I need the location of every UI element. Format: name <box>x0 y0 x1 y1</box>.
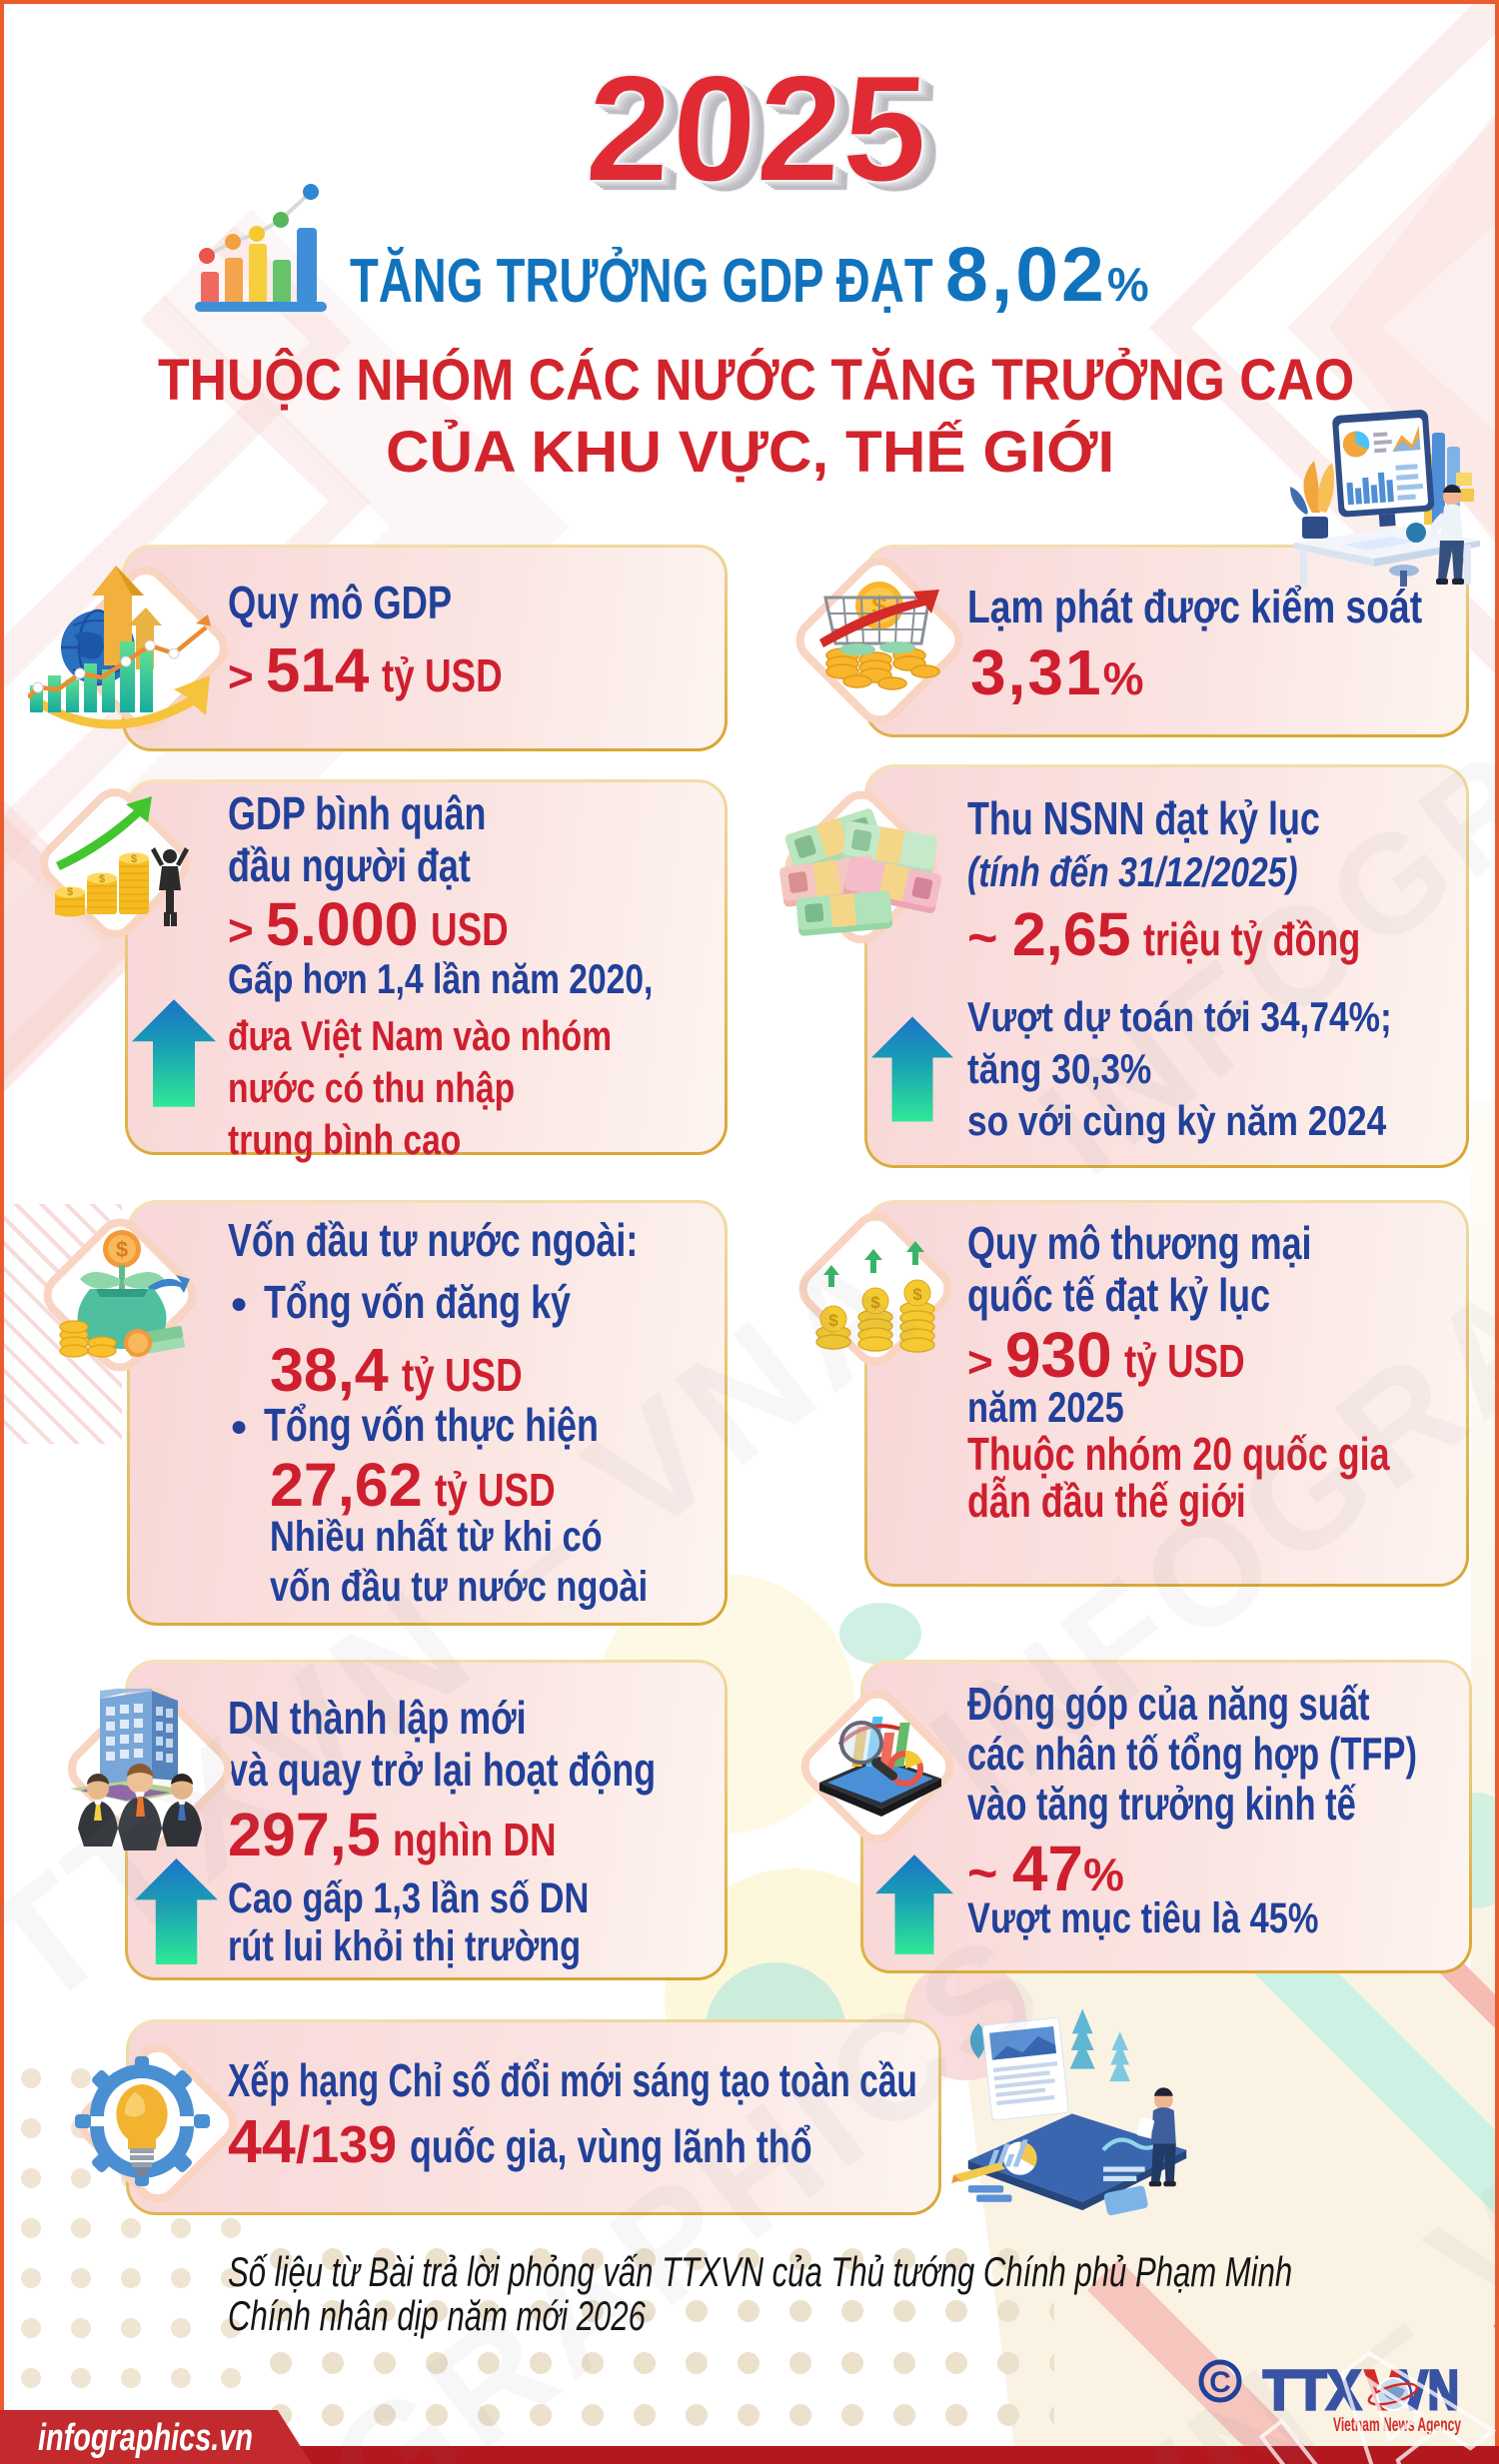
svg-text:$: $ <box>870 1293 880 1312</box>
svg-text:$: $ <box>99 873 105 885</box>
svg-text:Vietnam News Agency: Vietnam News Agency <box>1333 2415 1461 2436</box>
svg-text:$: $ <box>828 1311 838 1330</box>
svg-text:C: C <box>1209 2366 1231 2399</box>
svg-text:$: $ <box>912 1285 922 1304</box>
svg-text:$: $ <box>116 1237 128 1262</box>
svg-text:TTX: TTX <box>1263 2358 1361 2421</box>
svg-text:$: $ <box>131 853 137 865</box>
svg-text:$: $ <box>67 886 73 898</box>
